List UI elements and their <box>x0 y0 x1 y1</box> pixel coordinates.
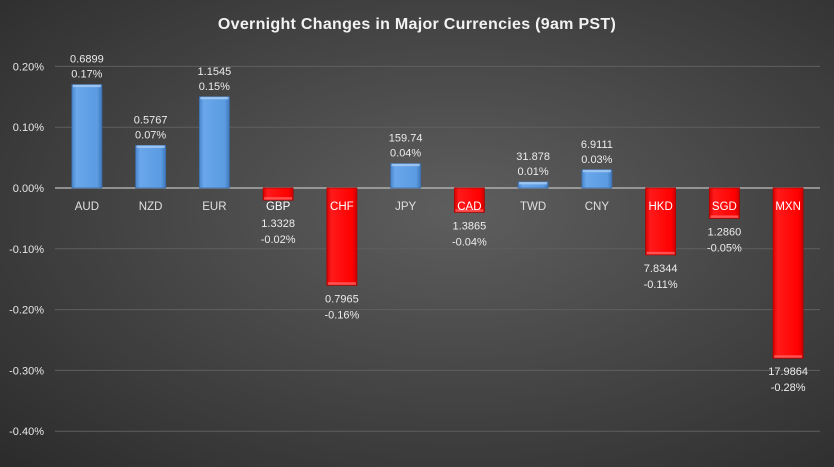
bar-eur <box>198 96 230 189</box>
bar-hkd <box>645 187 677 256</box>
price-label: 31.878 <box>516 151 550 163</box>
price-label: 1.3865 <box>453 220 487 232</box>
bar-bevel <box>710 215 739 218</box>
data-label: 0.17% <box>71 69 102 81</box>
price-label: 0.5767 <box>134 114 168 126</box>
y-tick-label: 0.10% <box>13 122 44 134</box>
x-tick-label: NZD <box>139 201 163 213</box>
x-tick-label: JPY <box>395 201 416 213</box>
bar-bevel <box>327 282 356 285</box>
price-label: 1.2860 <box>708 226 742 238</box>
y-tick-label: 0.00% <box>13 183 44 195</box>
bar-bevel <box>391 163 420 167</box>
data-label: 0.04% <box>390 148 421 160</box>
x-tick-label: TWD <box>520 201 546 213</box>
bar-bevel <box>264 197 293 200</box>
bar-chf <box>326 187 358 286</box>
bar-aud <box>71 84 103 189</box>
x-tick-label: CHF <box>330 201 354 213</box>
bar-jpy <box>390 163 422 189</box>
bar-bevel <box>519 181 548 185</box>
bar-bevel <box>646 251 675 255</box>
x-tick-label: AUD <box>75 201 99 213</box>
y-tick-label: 0.20% <box>13 61 44 73</box>
y-tick-label: -0.20% <box>9 305 44 317</box>
data-label: 0.15% <box>199 81 230 93</box>
bar-sgd <box>708 187 740 219</box>
y-tick-label: -0.10% <box>9 244 44 256</box>
price-label: 1.3328 <box>261 218 295 230</box>
data-label: -0.28% <box>771 382 806 394</box>
x-tick-label: CNY <box>585 201 610 213</box>
bar-bevel <box>455 209 484 212</box>
bar-cad <box>453 187 485 213</box>
bar-cny <box>581 169 613 189</box>
bar-mxn <box>772 187 804 359</box>
x-tick-label: CAD <box>457 201 481 213</box>
bar-bevel <box>72 84 101 88</box>
x-tick-label: GBP <box>266 201 291 213</box>
price-label: 17.9864 <box>768 366 808 378</box>
data-label: 0.03% <box>581 154 612 166</box>
price-label: 6.9111 <box>581 139 613 151</box>
chart-title: Overnight Changes in Major Currencies (9… <box>217 16 617 33</box>
price-label: 7.8344 <box>644 263 678 275</box>
bar-bevel <box>774 355 803 358</box>
price-label: 0.7965 <box>325 293 359 305</box>
x-tick-label: MXN <box>775 201 801 213</box>
data-label: -0.04% <box>452 236 487 248</box>
data-label: -0.16% <box>324 309 359 321</box>
bar-bevel <box>582 169 611 173</box>
y-tick-label: -0.30% <box>9 365 44 377</box>
price-label: 159.74 <box>389 133 423 145</box>
data-label: 0.07% <box>135 129 166 141</box>
x-tick-label: EUR <box>202 201 226 213</box>
data-label: -0.02% <box>261 234 296 246</box>
bar-bevel <box>136 145 165 148</box>
data-label: -0.05% <box>707 242 742 254</box>
price-label: 1.1545 <box>198 66 232 78</box>
y-tick-label: -0.40% <box>9 426 44 438</box>
data-label: -0.11% <box>644 279 678 291</box>
bar-bevel <box>200 96 229 100</box>
bar-gbp <box>262 187 294 201</box>
price-label: 0.6899 <box>70 54 104 66</box>
bar-nzd <box>135 145 167 189</box>
x-tick-label: HKD <box>648 201 672 213</box>
x-tick-label: SGD <box>712 201 737 213</box>
data-label: 0.01% <box>518 166 549 178</box>
